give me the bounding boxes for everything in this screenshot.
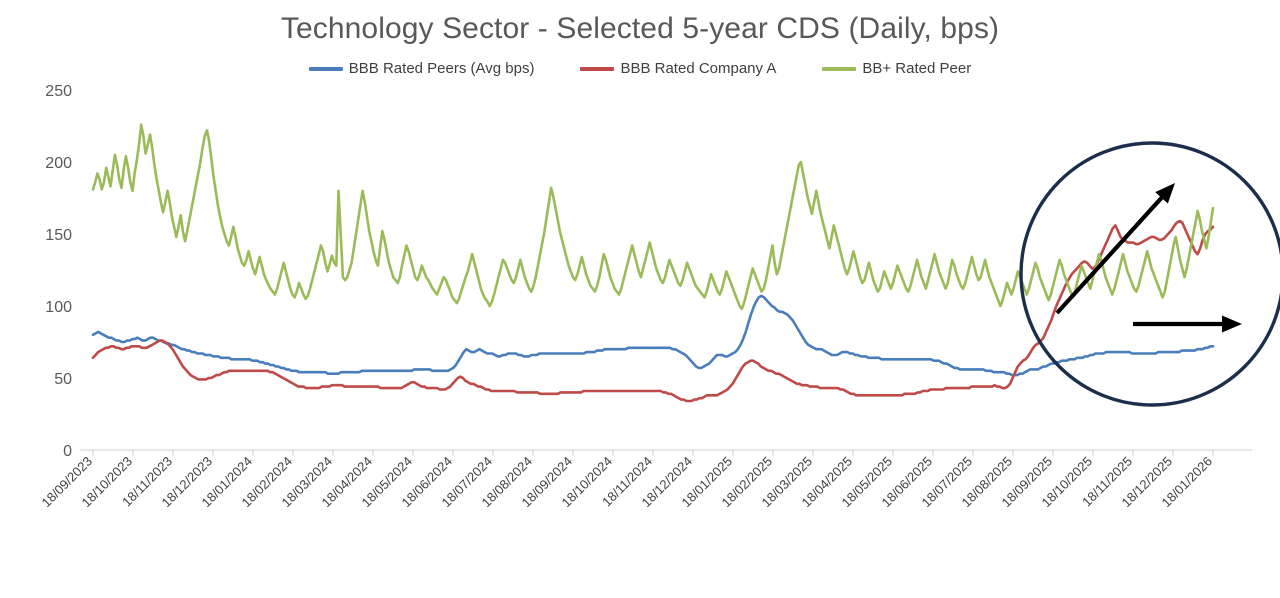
x-axis-labels: 18/09/202318/10/202318/11/202318/12/2023…	[38, 454, 1215, 511]
y-tick-label: 250	[45, 83, 72, 100]
data-series-group	[91, 123, 1215, 403]
page-title: Technology Sector - Selected 5-year CDS …	[280, 12, 1000, 45]
series-line-bbb-company-a	[91, 219, 1215, 403]
x-axis	[80, 449, 1252, 456]
y-tick-label: 50	[54, 371, 72, 388]
flat-trend-arrow	[1133, 315, 1242, 333]
rising-trend-arrow	[1055, 183, 1175, 315]
y-tick-label: 0	[63, 443, 72, 460]
y-tick-label: 100	[45, 299, 72, 316]
y-tick-label: 200	[45, 155, 72, 172]
annotation-group	[1019, 141, 1280, 407]
series-line-bbplus-peer	[91, 123, 1215, 311]
highlight-circle	[1019, 141, 1280, 407]
y-axis-labels: 0 50 100 150 200 250	[45, 83, 72, 460]
y-tick-label: 150	[45, 227, 72, 244]
series-line-bbb-peers	[91, 294, 1215, 377]
